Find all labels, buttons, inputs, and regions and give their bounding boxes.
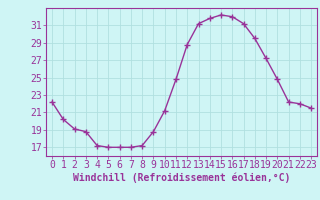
X-axis label: Windchill (Refroidissement éolien,°C): Windchill (Refroidissement éolien,°C) [73, 173, 290, 183]
